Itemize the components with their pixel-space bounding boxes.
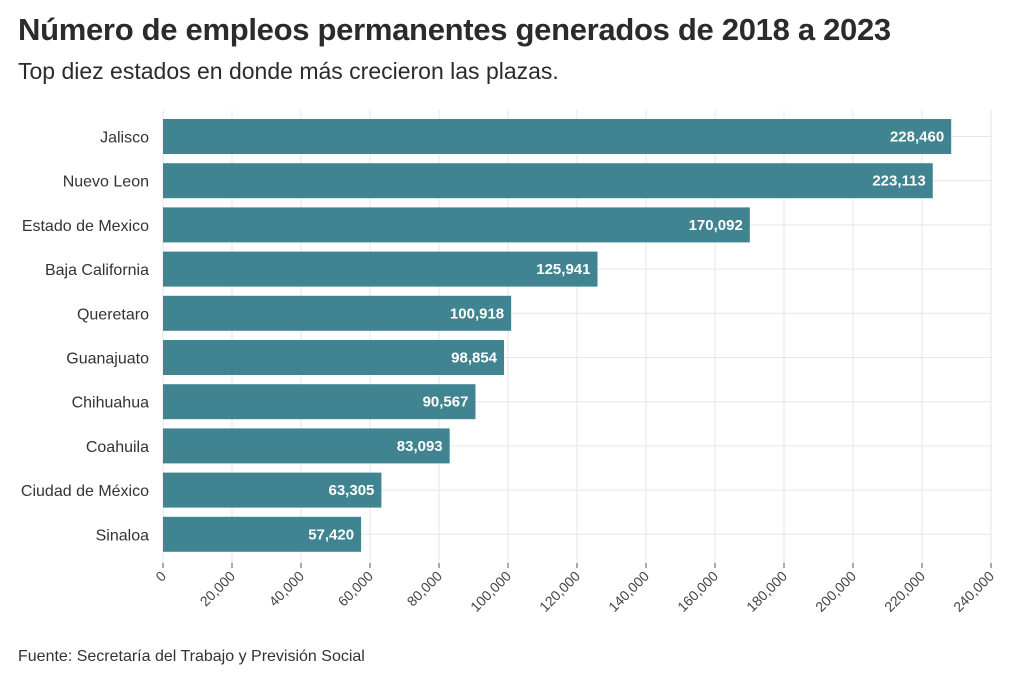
bar bbox=[163, 251, 598, 287]
chart-title: Número de empleos permanentes generados … bbox=[18, 12, 891, 47]
category-label: Jalisco bbox=[100, 130, 149, 147]
x-tick-label: 140,000 bbox=[605, 568, 652, 615]
x-tick-label: 240,000 bbox=[950, 568, 997, 615]
bar bbox=[163, 295, 512, 331]
x-tick-label: 180,000 bbox=[743, 568, 790, 615]
category-label: Guanajuato bbox=[66, 351, 149, 368]
x-tick-label: 120,000 bbox=[536, 568, 583, 615]
bar-value-label: 90,567 bbox=[423, 394, 469, 411]
bar-value-label: 170,092 bbox=[689, 217, 743, 234]
x-tick-label: 20,000 bbox=[197, 568, 239, 610]
category-label: Coahuila bbox=[86, 439, 149, 456]
bar bbox=[163, 163, 933, 199]
x-tick-label: 40,000 bbox=[266, 568, 308, 610]
bar bbox=[163, 428, 450, 464]
category-label: Queretaro bbox=[77, 306, 149, 323]
category-label: Nuevo Leon bbox=[63, 174, 149, 191]
bar bbox=[163, 472, 382, 508]
bar bbox=[163, 516, 362, 552]
x-tick-label: 100,000 bbox=[467, 568, 514, 615]
category-label: Estado de Mexico bbox=[22, 218, 149, 235]
category-label: Sinaloa bbox=[96, 527, 149, 544]
bar-value-label: 228,460 bbox=[890, 129, 944, 146]
bar bbox=[163, 340, 505, 375]
x-axis-ticks: 0 20,000 40,000 60,000 80,000 100,000 120,000 1… bbox=[152, 563, 997, 615]
x-tick-label: 0 bbox=[152, 568, 169, 585]
bar-value-label: 98,854 bbox=[451, 350, 498, 367]
bar bbox=[163, 207, 750, 243]
bar-value-label: 63,305 bbox=[329, 482, 375, 499]
bar-value-label: 83,093 bbox=[397, 438, 443, 455]
category-label: Chihuahua bbox=[72, 395, 150, 412]
bar-value-label: 223,113 bbox=[872, 173, 925, 190]
chart-subtitle: Top diez estados en donde más crecieron … bbox=[18, 58, 559, 84]
category-label: Ciudad de México bbox=[21, 483, 149, 500]
bar-value-label: 125,941 bbox=[536, 261, 590, 278]
x-tick-label: 200,000 bbox=[812, 568, 859, 615]
x-tick-label: 220,000 bbox=[881, 568, 928, 615]
x-tick-label: 60,000 bbox=[335, 568, 377, 610]
category-labels: Jalisco Nuevo Leon Estado de Mexico Baja Ca… bbox=[21, 130, 149, 545]
bars: 228,460 223,113 170,092 125,941 100,918 98,85… bbox=[163, 119, 952, 552]
bar-value-label: 100,918 bbox=[450, 305, 504, 322]
x-tick-label: 160,000 bbox=[674, 568, 721, 615]
source-note: Fuente: Secretaría del Trabajo y Previsi… bbox=[18, 648, 365, 665]
category-label: Baja California bbox=[45, 262, 149, 279]
bar-chart: 228,460 223,113 170,092 125,941 100,918 98,85… bbox=[21, 110, 997, 615]
bar-value-label: 57,420 bbox=[308, 526, 354, 543]
x-tick-label: 80,000 bbox=[404, 568, 446, 610]
bar bbox=[163, 119, 952, 154]
bar bbox=[163, 384, 476, 420]
